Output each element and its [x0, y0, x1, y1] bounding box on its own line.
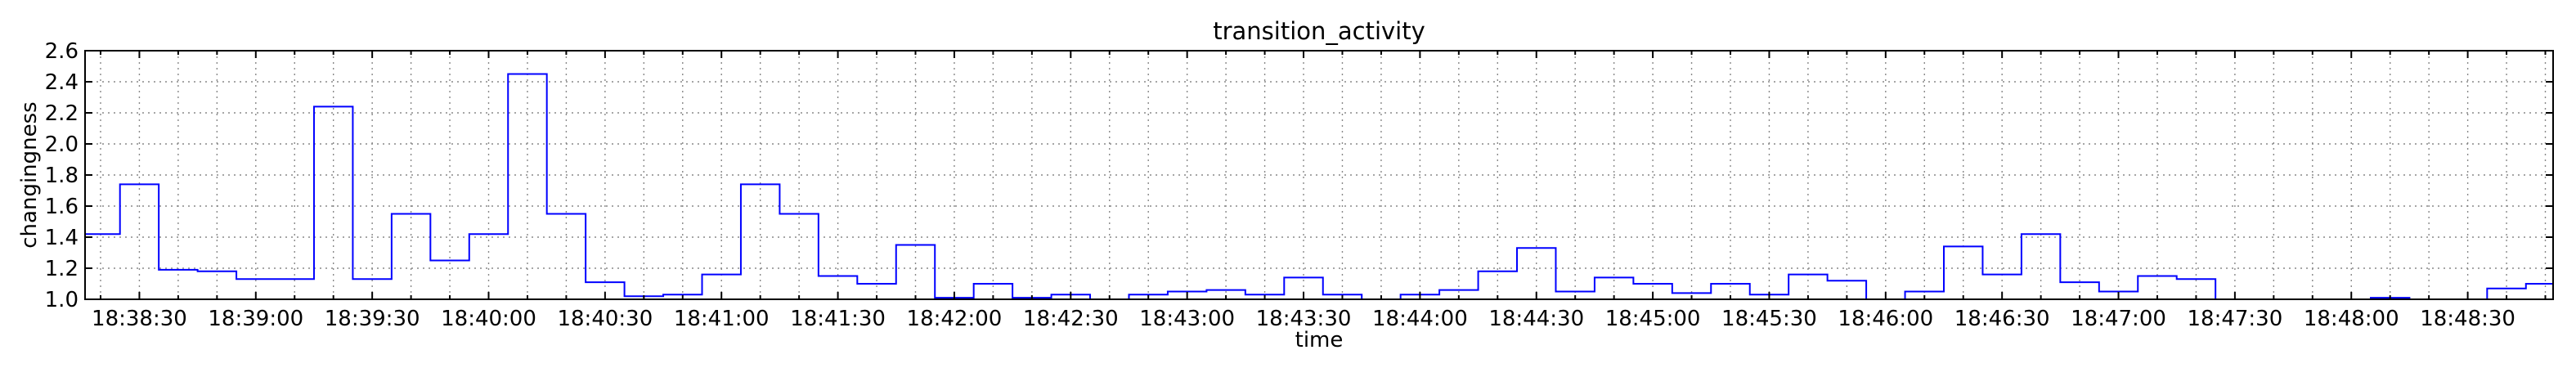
- y-tick-label: 2.2: [45, 101, 79, 126]
- y-tick-label: 2.0: [45, 132, 79, 157]
- x-tick-label: 18:40:30: [557, 307, 653, 331]
- grid: [85, 51, 2553, 299]
- y-tick-label: 1.8: [45, 164, 79, 188]
- x-tick-label: 18:46:00: [1838, 307, 1933, 331]
- x-tick-label: 18:41:00: [674, 307, 770, 331]
- y-tick-label: 1.4: [45, 226, 79, 250]
- x-tick-label: 18:46:30: [1954, 307, 2050, 331]
- x-tick-label: 18:43:00: [1139, 307, 1235, 331]
- chart-title: transition_activity: [1213, 17, 1425, 45]
- y-tick-label: 1.6: [45, 195, 79, 219]
- x-tick-label: 18:48:00: [2304, 307, 2399, 331]
- x-tick-label: 18:47:00: [2071, 307, 2166, 331]
- y-tick-label: 2.4: [45, 70, 79, 95]
- x-tick-label: 18:44:00: [1372, 307, 1468, 331]
- plot-frame: [84, 50, 2554, 300]
- x-tick-label: 18:43:30: [1256, 307, 1352, 331]
- x-tick-label: 18:45:00: [1605, 307, 1701, 331]
- x-tick-labels: 18:38:30 18:39:00 18:39:30 18:40:00 18:40:30…: [92, 307, 2515, 331]
- y-tick-labels: 1.0 1.2 1.4 1.6 1.8 2.0 2.2 2.4 2.6: [45, 39, 79, 312]
- x-tick-label: 18:39:30: [325, 307, 420, 331]
- x-axis-title: time: [1295, 328, 1344, 352]
- x-tick-label: 18:42:00: [907, 307, 1003, 331]
- ticks: [85, 50, 2553, 300]
- x-tick-label: 18:38:30: [92, 307, 187, 331]
- y-axis-title: changingness: [17, 101, 42, 248]
- series-line: [85, 73, 2554, 300]
- y-tick-label: 2.6: [45, 39, 79, 64]
- y-tick-label: 1.0: [45, 288, 79, 312]
- y-tick-label: 1.2: [45, 257, 79, 281]
- x-tick-label: 18:40:00: [441, 307, 536, 331]
- x-tick-label: 18:39:00: [208, 307, 303, 331]
- x-tick-label: 18:41:30: [790, 307, 886, 331]
- series-layer: [85, 73, 2554, 300]
- x-tick-label: 18:42:30: [1023, 307, 1119, 331]
- x-tick-label: 18:45:30: [1721, 307, 1817, 331]
- x-tick-label: 18:44:30: [1488, 307, 1584, 331]
- x-tick-label: 18:47:30: [2187, 307, 2282, 331]
- x-tick-label: 18:48:30: [2420, 307, 2515, 331]
